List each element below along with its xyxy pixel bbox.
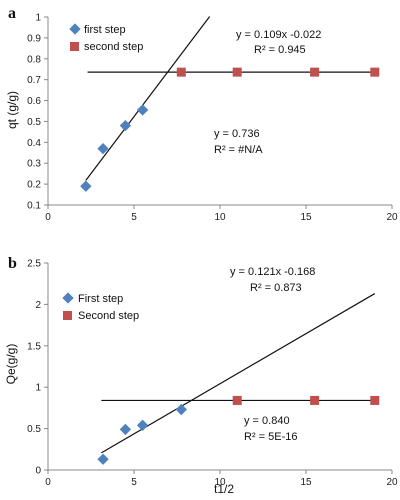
y-tick-label: 0 [35,466,41,477]
data-point-first-step [175,403,187,416]
data-point-first-step [119,423,132,436]
data-point-first-step [80,180,92,192]
panel-b-y-axis-title: Qe(g/g) [4,344,18,385]
y-tick-label: 0.5 [27,117,41,128]
y-tick-label: 0.1 [27,201,41,212]
panel-a-eq1: y = 0.109x -0.022 [236,29,321,41]
legend-a-second-step-label: second step [84,41,143,53]
y-tick-label: 0.5 [27,424,41,435]
panel-b-legend: First step Second step [62,292,139,322]
panel-b-r2-1: R² = 0.873 [250,282,302,294]
panel-b-label: b [8,255,17,272]
panel-a-trendlines [85,16,375,181]
panel-b-x-axis-title: t1/2 [214,482,234,496]
y-tick-label: 1 [35,383,41,394]
y-tick-label: 0.9 [27,33,41,44]
legend-b-first-step-label: First step [78,293,123,305]
legend-a-first-step-marker [69,23,81,35]
trendline-first-step [85,16,211,181]
data-point-first-step [97,453,109,465]
y-tick-label: 2 [35,300,41,311]
x-tick-label: 15 [300,212,312,223]
y-tick-label: 0.4 [27,138,41,149]
y-tick-label: 2.5 [27,259,41,270]
data-point-second-step [370,395,380,405]
legend-a-first-step-label: first step [84,24,126,36]
legend-b-second-step-label: Second step [78,310,139,322]
panel-b: b 0 5 10 15 20 0 0.5 1 1.5 2 2.5 Qe(g/g) t1/2 Firs… [4,255,398,496]
x-tick-label: 0 [45,477,51,488]
x-tick-label: 15 [300,477,312,488]
y-tick-label: 1 [35,13,41,24]
legend-b-first-step-marker [62,292,74,304]
panel-a-legend: first step second step [69,23,143,53]
panel-a-label: a [8,5,16,22]
panel-b-ticks: 0 5 10 15 20 0 0.5 1 1.5 2 2.5 [27,259,398,489]
data-point-second-step [370,67,380,77]
x-tick-label: 5 [131,212,137,223]
y-tick-label: 0.3 [27,159,41,170]
x-tick-label: 20 [386,212,398,223]
data-point-second-step [310,67,320,77]
panel-a-eq2: y = 0.736 [214,128,260,140]
x-tick-label: 0 [45,212,51,223]
panel-a: a 0 5 10 15 20 0.1 0.2 0.3 0.4 0.5 0.6 0.7 0.8 0.9 1 q… [5,5,398,223]
x-tick-label: 5 [131,477,137,488]
legend-b-second-step-marker [63,311,72,320]
x-tick-label: 10 [214,212,226,223]
data-point-second-step [310,395,320,405]
panel-b-r2-2: R² = 5E-16 [244,431,298,443]
y-tick-label: 0.7 [27,75,41,86]
panel-b-eq2: y = 0.840 [244,415,290,427]
y-tick-label: 1.5 [27,341,41,352]
data-point-second-step [232,67,242,77]
data-point-first-step [136,104,149,116]
data-point-first-step [119,119,132,132]
y-tick-label: 0.6 [27,96,41,107]
data-point-first-step [136,419,149,431]
panel-a-ticks: 0 5 10 15 20 0.1 0.2 0.3 0.4 0.5 0.6 0.7 0.8 0.9 1 [27,13,398,224]
x-tick-label: 20 [386,477,398,488]
panel-a-r2-1: R² = 0.945 [254,44,306,56]
x-tick-label: 10 [214,477,226,488]
data-point-second-step [232,395,242,405]
panel-a-y-axis-title: qt (g/g) [5,91,19,129]
y-tick-label: 0.8 [27,54,41,65]
panel-a-r2-2: R² = #N/A [214,144,263,156]
panel-b-eq1: y = 0.121x -0.168 [230,266,315,278]
y-tick-label: 0.2 [27,180,41,191]
data-point-second-step [176,67,186,77]
legend-a-second-step-marker [70,42,79,51]
panel-b-points [97,395,380,465]
